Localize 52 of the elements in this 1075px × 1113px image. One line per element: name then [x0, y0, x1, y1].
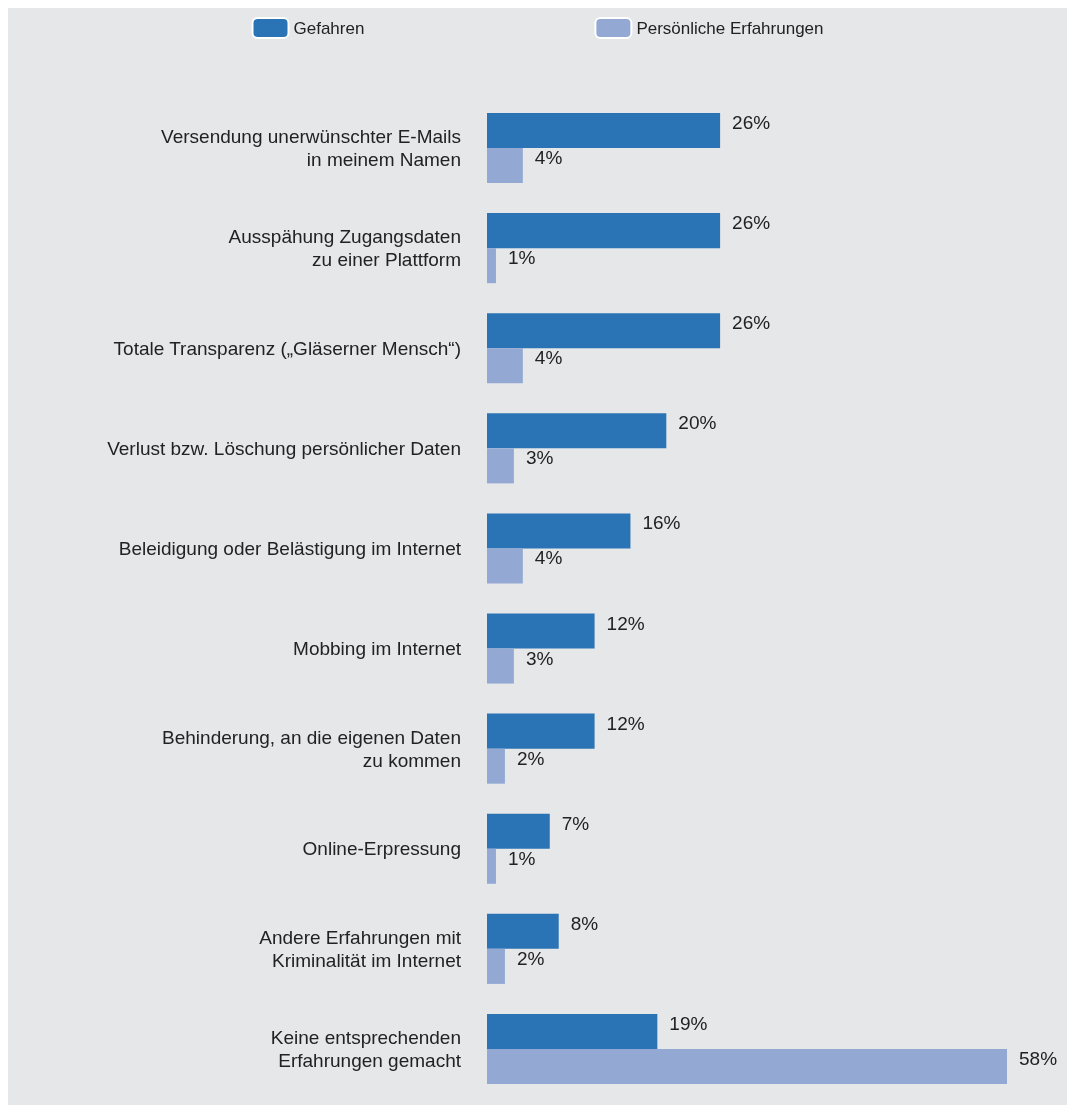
bar [487, 948, 505, 984]
y-tick-label: Ausspähung Zugangsdaten zu einer Plattform [228, 226, 461, 271]
y-tick-label: Online-Erpressung [302, 838, 461, 860]
data-label: 58% [1019, 1047, 1058, 1069]
legend-label: Persönliche Erfahrungen [636, 18, 824, 38]
bar [487, 348, 523, 384]
data-label: 26% [732, 112, 771, 134]
y-tick-label: Versendung unerwünschter E-Mails in meinem Namen [161, 126, 461, 171]
data-label: 7% [561, 812, 590, 834]
data-label: 1% [507, 847, 536, 869]
data-label: 4% [534, 347, 563, 369]
bar [487, 648, 514, 684]
bar [487, 548, 523, 584]
bar [487, 613, 595, 649]
data-label: 3% [525, 647, 554, 669]
data-label: 20% [678, 412, 717, 434]
bar [487, 848, 496, 884]
y-tick-label: Totale Transparenz („Gläserner Mensch“) [113, 337, 461, 359]
data-label: 4% [534, 147, 563, 169]
data-label: 26% [732, 212, 771, 234]
bar [487, 448, 514, 484]
data-label: 1% [507, 247, 536, 269]
bar [487, 513, 631, 549]
y-tick-label: Keine entsprechenden Erfahrungen gemacht [270, 1026, 462, 1071]
data-label: 19% [669, 1012, 708, 1034]
data-label: 8% [570, 912, 599, 934]
y-tick-label: Beleidigung oder Belästigung im Internet [118, 537, 462, 559]
data-label: 2% [516, 747, 545, 769]
bar [487, 813, 550, 849]
bar [487, 1013, 658, 1049]
bar [487, 213, 721, 249]
bar [487, 113, 721, 149]
legend-label: Gefahren [293, 18, 365, 38]
bar [487, 713, 595, 749]
bar [487, 1048, 1007, 1084]
bar [487, 413, 667, 449]
data-label: 12% [606, 612, 645, 634]
y-tick-label: Andere Erfahrungen mit Kriminalität im Internet [259, 926, 462, 971]
data-label: 26% [732, 312, 771, 334]
data-label: 12% [606, 712, 645, 734]
bar [487, 913, 559, 949]
data-label: 3% [525, 447, 554, 469]
y-tick-label: Mobbing im Internet [293, 638, 462, 660]
y-tick-label: Behinderung, an die eigenen Daten zu kommen [162, 726, 461, 771]
bar [487, 148, 523, 184]
bar [487, 248, 496, 284]
y-tick-label: Verlust bzw. Löschung persönlicher Daten [107, 437, 461, 459]
bar [487, 313, 721, 349]
bar [487, 748, 505, 784]
data-label: 16% [642, 512, 681, 534]
data-label: 4% [534, 547, 563, 569]
data-label: 2% [516, 947, 545, 969]
